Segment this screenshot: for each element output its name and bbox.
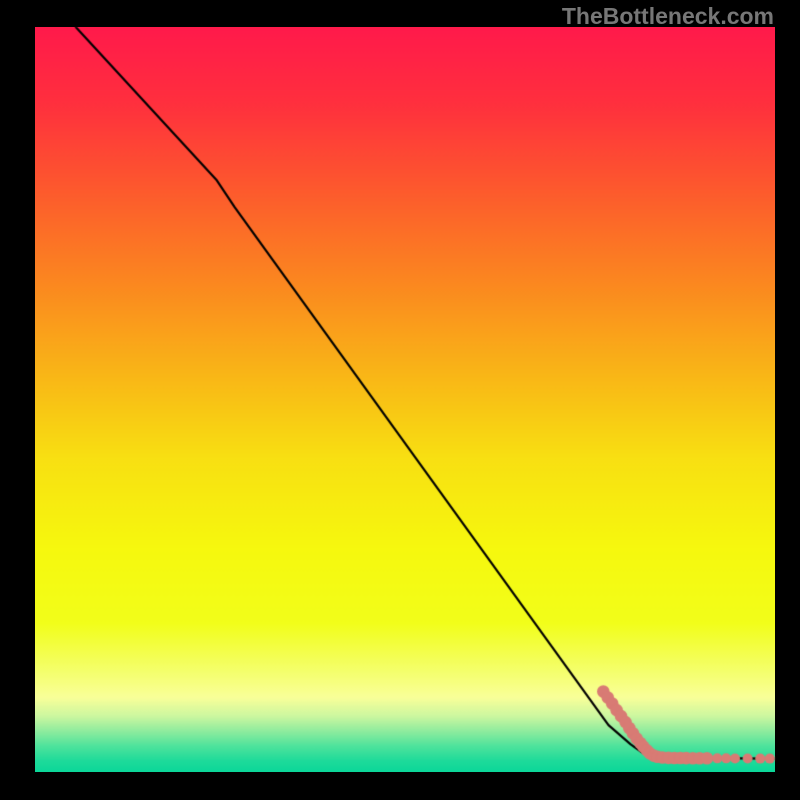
watermark-label: TheBottleneck.com <box>562 3 774 30</box>
line-chart-canvas <box>0 0 800 800</box>
chart-frame: TheBottleneck.com <box>0 0 800 800</box>
